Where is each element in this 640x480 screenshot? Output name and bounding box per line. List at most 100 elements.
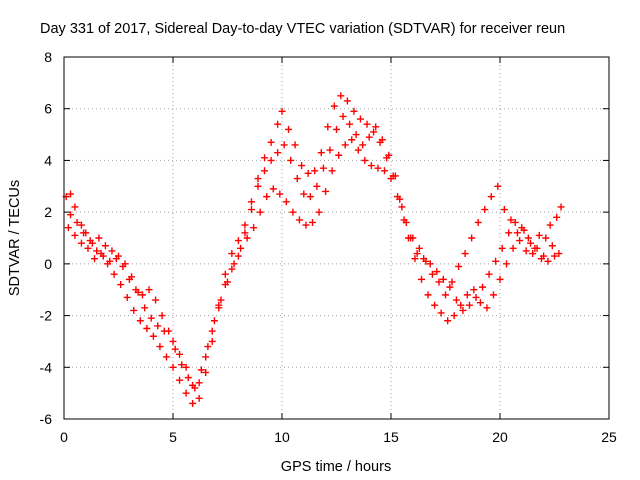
y-axis-ticks: -6 -4 -2 0 2 4 6 8 xyxy=(40,49,609,427)
data-point xyxy=(110,270,118,278)
data-point xyxy=(476,299,484,307)
data-point xyxy=(217,296,225,304)
data-point xyxy=(361,156,369,164)
data-point xyxy=(67,190,75,198)
data-point xyxy=(531,244,539,252)
data-point xyxy=(64,224,72,232)
data-point xyxy=(280,141,288,149)
data-point xyxy=(112,255,120,263)
data-point xyxy=(182,363,190,371)
data-point xyxy=(117,281,125,289)
data-point xyxy=(385,151,393,159)
data-point xyxy=(101,242,109,250)
data-point xyxy=(492,257,500,265)
data-point xyxy=(228,250,236,258)
data-point xyxy=(254,182,262,190)
data-point xyxy=(247,198,255,206)
data-point xyxy=(522,247,530,255)
data-point xyxy=(152,296,160,304)
data-point xyxy=(343,97,351,105)
x-tick-label: 10 xyxy=(274,429,290,445)
data-point xyxy=(136,317,144,325)
data-point xyxy=(529,250,537,258)
data-point xyxy=(91,255,99,263)
x-axis-label: GPS time / hours xyxy=(281,459,391,475)
data-point xyxy=(378,136,386,144)
y-tick-label: 2 xyxy=(44,204,52,220)
data-point xyxy=(191,384,199,392)
data-point xyxy=(243,234,251,242)
data-point xyxy=(380,167,388,175)
data-point xyxy=(210,317,218,325)
data-point xyxy=(507,216,515,224)
data-point xyxy=(234,237,242,245)
data-point xyxy=(147,314,155,322)
data-point xyxy=(304,169,312,177)
data-point xyxy=(306,193,314,201)
data-point xyxy=(457,301,465,309)
data-point xyxy=(400,216,408,224)
data-point xyxy=(542,234,550,242)
data-point xyxy=(509,244,517,252)
data-point xyxy=(71,231,79,239)
data-point xyxy=(195,379,203,387)
data-point xyxy=(374,164,382,172)
data-point xyxy=(169,363,177,371)
data-point xyxy=(394,193,402,201)
data-point xyxy=(77,239,85,247)
data-point xyxy=(450,312,458,320)
data-point xyxy=(247,206,255,214)
data-point xyxy=(106,257,114,265)
data-point xyxy=(524,234,532,242)
data-point xyxy=(282,198,290,206)
data-point xyxy=(435,278,443,286)
data-point xyxy=(108,247,116,255)
data-point xyxy=(293,175,301,183)
data-point xyxy=(350,107,358,115)
data-point xyxy=(322,187,330,195)
data-point xyxy=(202,368,210,376)
data-point xyxy=(298,162,306,170)
data-point xyxy=(154,322,162,330)
data-point xyxy=(503,260,511,268)
data-point xyxy=(165,327,173,335)
data-point xyxy=(189,399,197,407)
data-point xyxy=(99,252,107,260)
data-point xyxy=(319,164,327,172)
data-point xyxy=(202,353,210,361)
data-point xyxy=(132,286,140,294)
data-point xyxy=(315,208,323,216)
data-point xyxy=(324,123,332,131)
data-point xyxy=(439,275,447,283)
data-point xyxy=(289,208,297,216)
data-point xyxy=(498,244,506,252)
x-tick-label: 0 xyxy=(60,429,68,445)
data-point xyxy=(433,268,441,276)
data-point xyxy=(197,366,205,374)
y-tick-label: 6 xyxy=(44,101,52,117)
plot-frame xyxy=(63,56,610,420)
data-point xyxy=(269,185,277,193)
data-point xyxy=(215,304,223,312)
data-point xyxy=(356,115,364,123)
data-point xyxy=(328,167,336,175)
data-point xyxy=(237,244,245,252)
data-point xyxy=(295,216,303,224)
data-point xyxy=(442,291,449,299)
data-point xyxy=(123,293,131,301)
data-point xyxy=(472,293,480,301)
data-point xyxy=(311,167,319,175)
y-tick-label: -6 xyxy=(40,411,53,427)
data-point xyxy=(481,206,489,214)
data-point xyxy=(234,252,242,260)
data-point xyxy=(276,190,284,198)
data-point xyxy=(80,229,88,237)
data-point xyxy=(178,361,186,369)
chart-title: Day 331 of 2017, Sidereal Day-to-day VTE… xyxy=(40,21,565,37)
data-point xyxy=(463,291,471,299)
data-point xyxy=(71,203,79,211)
data-point xyxy=(446,283,454,291)
data-point xyxy=(302,221,310,229)
data-point xyxy=(73,218,81,226)
data-point xyxy=(228,265,236,273)
